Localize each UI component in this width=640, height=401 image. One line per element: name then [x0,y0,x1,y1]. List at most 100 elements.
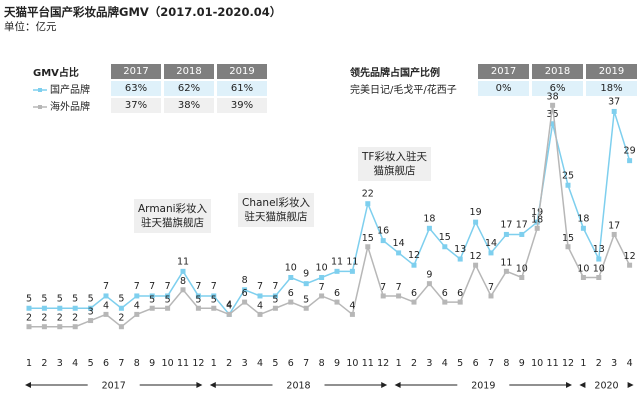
x-tick-label: 8 [319,358,325,369]
data-label: 10 [516,264,528,275]
data-point [26,324,32,330]
data-point [88,318,94,324]
data-point [349,311,355,317]
x-tick-label: 6 [473,358,479,369]
gmv-year-header: 2017 [111,64,161,79]
data-label: 18 [423,213,435,224]
data-label: 6 [288,288,294,299]
data-point [195,293,201,299]
x-tick-label: 3 [611,358,617,369]
data-label: 11 [500,257,512,268]
data-label: 10 [577,264,589,275]
gmv-year-header: 2019 [217,64,267,79]
data-label: 10 [593,264,605,275]
gmv-cell: 38% [164,98,214,113]
data-point [180,287,186,293]
x-tick-label: 2 [596,358,602,369]
data-label: 35 [547,109,559,120]
data-label: 7 [134,281,140,292]
data-point [550,121,556,127]
data-point [319,275,325,280]
data-point [88,305,94,311]
x-tick-label: 7 [488,358,494,369]
data-label: 10 [316,263,328,274]
x-tick-label: 2 [226,358,232,369]
data-label: 12 [470,251,482,262]
leading-cell: 18% [586,81,637,96]
data-label: 11 [346,256,358,267]
data-point [611,231,617,237]
gmv-table-title: GMV占比 [33,68,79,79]
data-point [242,299,248,305]
data-point [473,219,479,225]
year-arrow-head [627,382,634,388]
x-tick-label: 7 [303,358,309,369]
data-point [118,305,124,311]
x-tick-label: 6 [288,358,294,369]
data-label: 5 [303,294,309,305]
data-point [596,256,602,262]
data-label: 17 [608,220,620,231]
unit-label: 单位：亿元 [4,21,57,33]
data-point [149,293,155,299]
data-label: 5 [57,293,63,304]
overseas-legend-icon [33,105,47,109]
data-label: 6 [457,288,463,299]
data-point [442,299,448,305]
data-point [380,238,386,244]
data-point [134,293,140,299]
data-label: 8 [242,275,248,286]
x-tick-label: 5 [457,358,463,369]
x-tick-label: 5 [272,358,278,369]
data-label: 11 [177,256,189,267]
x-tick-label: 4 [442,358,448,369]
data-label: 7 [195,281,201,292]
data-label: 18 [531,214,543,225]
data-point [580,225,586,231]
x-tick-label: 11 [362,358,374,369]
data-label: 5 [26,293,32,304]
data-label: 7 [272,281,278,292]
data-label: 4 [226,300,232,311]
data-point [272,305,278,311]
data-point [26,305,32,311]
x-tick-label: 4 [257,358,263,369]
data-point [118,324,124,330]
annotation-tf: TF彩妆入驻天 猫旗舰店 [358,147,431,181]
data-point [365,244,371,250]
legend-overseas-label: 海外品牌 [50,102,90,113]
data-label: 17 [500,219,512,230]
data-point [611,108,617,114]
data-label: 4 [134,300,140,311]
year-arrow-head [394,382,401,388]
data-label: 7 [103,281,109,292]
gmv-cell: 37% [111,98,161,113]
data-label: 5 [149,294,155,305]
legend-domestic: 国产品牌 [31,81,108,96]
data-point [565,244,571,250]
data-label: 8 [180,276,186,287]
x-tick-label: 5 [88,358,94,369]
data-label: 22 [362,189,374,200]
data-label: 2 [41,313,47,324]
data-label: 9 [303,269,309,280]
year-arrow-head [566,382,572,388]
gmv-cell: 62% [164,81,214,96]
year-group-label: 2020 [594,381,618,392]
data-point [57,324,63,330]
data-point [426,225,432,231]
x-tick-label: 3 [242,358,248,369]
data-label: 7 [380,282,386,293]
legend-domestic-label: 国产品牌 [50,85,90,96]
data-label: 5 [118,293,124,304]
data-label: 29 [624,146,636,157]
year-group-label: 2019 [471,381,495,392]
x-tick-label: 1 [211,358,217,369]
data-label: 7 [257,281,263,292]
data-point [534,225,540,231]
data-point [411,299,417,305]
data-point [565,182,571,188]
data-point [580,275,586,280]
data-point [41,324,47,330]
